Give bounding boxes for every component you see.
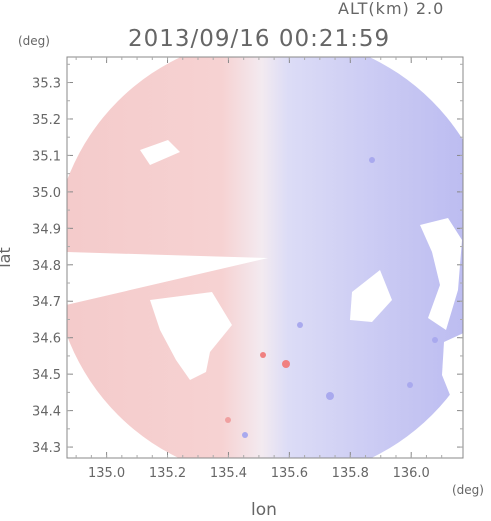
x-tick-label: 135.2 xyxy=(149,466,186,481)
y-tick-label: 34.4 xyxy=(32,405,61,420)
blocked-sector xyxy=(67,252,268,305)
radar-echo-field xyxy=(67,57,463,458)
y-tick-label: 35.3 xyxy=(32,77,61,92)
x-tick-label: 135.8 xyxy=(332,466,369,481)
x-unit-label: (deg) xyxy=(452,483,484,497)
y-tick-label: 35.0 xyxy=(32,186,61,201)
axis-ticks: 135.0 135.2 135.4 135.6 135.8 136.0 34.3 34.4 34… xyxy=(32,57,463,481)
y-tick-label: 34.5 xyxy=(32,368,61,383)
timestamp: 2013/09/16 00:21:59 xyxy=(128,26,391,52)
strong-return xyxy=(282,360,290,368)
strong-return xyxy=(225,417,231,423)
x-tick-label: 135.4 xyxy=(210,466,247,481)
clear-area-far-east xyxy=(442,333,463,400)
clear-area-northeast xyxy=(420,218,462,330)
strong-return xyxy=(297,322,303,328)
plot-frame xyxy=(66,56,464,459)
x-tick-label: 136.0 xyxy=(393,466,430,481)
y-tick-label: 34.9 xyxy=(32,222,61,237)
clear-area-east xyxy=(350,270,392,322)
x-axis-label: lon xyxy=(251,500,277,520)
y-tick-label: 34.8 xyxy=(32,259,61,274)
strong-return xyxy=(432,337,438,343)
x-tick-label: 135.0 xyxy=(88,466,125,481)
y-tick-label: 34.7 xyxy=(32,295,61,310)
y-tick-label: 34.3 xyxy=(32,441,61,456)
y-tick-label: 35.2 xyxy=(32,113,61,128)
strong-return xyxy=(326,392,334,400)
clear-area-southwest xyxy=(150,292,232,380)
altitude-label: ALT(km) 2.0 xyxy=(338,0,445,18)
strong-return xyxy=(369,157,375,163)
y-tick-label: 34.6 xyxy=(32,332,61,347)
x-tick-label: 135.6 xyxy=(271,466,308,481)
clear-area-north xyxy=(140,140,180,165)
strong-return xyxy=(407,382,413,388)
y-tick-label: 35.1 xyxy=(32,149,61,164)
strong-return xyxy=(260,352,266,358)
y-unit-label: (deg) xyxy=(18,34,50,48)
strong-return xyxy=(242,432,248,438)
